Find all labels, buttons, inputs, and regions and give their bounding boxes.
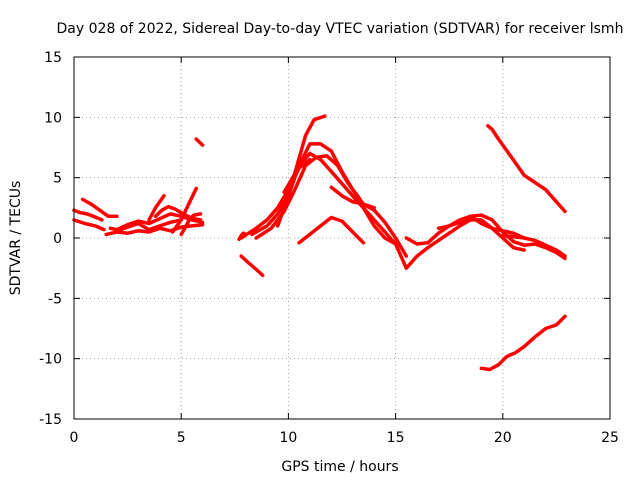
series-arc-27 [479, 314, 567, 372]
y-tick-label: 0 [53, 231, 62, 247]
series-arc-11 [194, 137, 205, 147]
x-axis-title: GPS time / hours [281, 459, 398, 475]
series-arc-21 [329, 185, 409, 258]
series-arc-8 [153, 204, 203, 222]
x-tick-label: 5 [177, 430, 186, 446]
series-arc-2 [72, 208, 104, 222]
series-arc-10 [179, 212, 203, 237]
series-arc-18 [282, 151, 312, 194]
x-tick-label: 0 [70, 430, 79, 446]
x-tick-label: 20 [494, 430, 512, 446]
series-arc-20 [297, 215, 366, 245]
series-arc-17 [275, 142, 376, 228]
series-arc-25 [501, 233, 567, 258]
chart-title: Day 028 of 2022, Sidereal Day-to-day VTE… [57, 21, 624, 37]
y-axis-title: SDTVAR / TECUs [8, 181, 24, 296]
series-arc-9 [170, 186, 198, 234]
series-arc-22 [350, 194, 526, 270]
series-arc-3 [80, 197, 119, 219]
data-series [72, 114, 567, 372]
series-arc-7 [147, 194, 166, 222]
y-tick-label: -10 [39, 352, 62, 368]
series-arc-13 [239, 254, 265, 278]
series-arc-1 [72, 218, 106, 232]
series-arc-6 [115, 218, 183, 233]
axis-ticks [73, 56, 611, 420]
y-tick-label: 5 [53, 171, 62, 187]
y-tick-label: 15 [44, 50, 62, 66]
series-arc-26 [486, 124, 567, 214]
y-tick-label: -15 [39, 412, 62, 428]
y-tick-label: -5 [48, 291, 62, 307]
tick-labels: 0 5 10 15 20 25 -15 -10 -5 0 5 10 15 [39, 50, 619, 446]
series-arc-24 [436, 213, 567, 261]
y-tick-label: 10 [44, 110, 62, 126]
x-tick-label: 10 [279, 430, 297, 446]
x-tick-label: 25 [601, 430, 619, 446]
x-tick-label: 15 [387, 430, 405, 446]
series-arc-14 [239, 157, 312, 240]
